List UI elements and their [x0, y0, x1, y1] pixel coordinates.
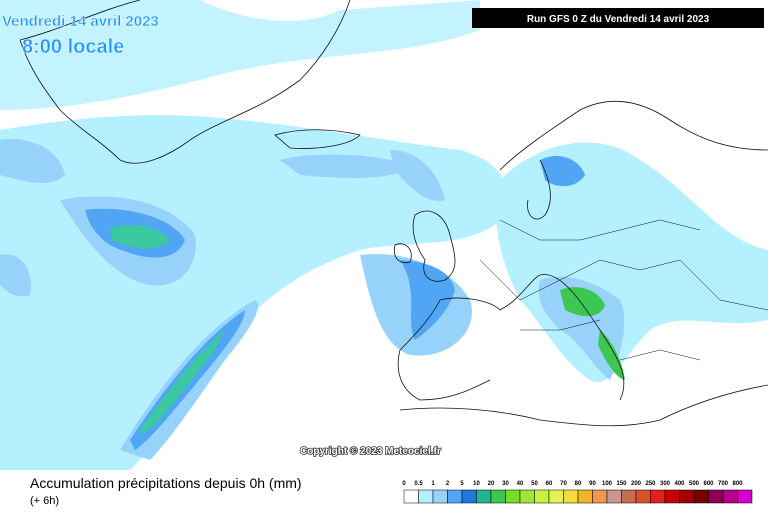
legend-swatch — [621, 489, 637, 504]
legend-swatch — [722, 489, 738, 504]
legend-label: 250 — [645, 481, 656, 487]
legend-label: 400 — [674, 481, 685, 487]
legend-label: 60 — [546, 481, 553, 487]
legend-swatch — [548, 489, 564, 504]
legend-label: 0 — [402, 481, 406, 487]
legend-swatch — [476, 489, 492, 504]
legend-label: 40 — [517, 481, 524, 487]
precipitation — [0, 0, 768, 470]
legend-swatch — [490, 489, 506, 504]
legend-label: 1 — [431, 481, 435, 487]
legend-label: 700 — [718, 481, 729, 487]
legend-label: 300 — [660, 481, 671, 487]
legend-swatch — [418, 489, 434, 504]
legend: 0 0.5 1 2 5 10 20 30 40 50 60 70 80 90 100 150 200 250 300… — [402, 481, 753, 504]
legend-swatch — [461, 489, 477, 504]
legend-swatch — [664, 489, 680, 504]
date-label: Vendredi 14 avril 2023 — [2, 13, 159, 30]
legend-label: 100 — [602, 481, 613, 487]
legend-label: 500 — [689, 481, 700, 487]
legend-swatch — [592, 489, 608, 504]
legend-label: 10 — [473, 481, 480, 487]
legend-label: 70 — [560, 481, 567, 487]
legend-swatch — [606, 489, 622, 504]
legend-label: 600 — [703, 481, 714, 487]
legend-swatch — [679, 489, 695, 504]
copyright: Copyright © 2023 Meteociel.fr — [300, 446, 441, 457]
legend-label: 50 — [531, 481, 538, 487]
legend-label: 30 — [502, 481, 509, 487]
legend-label: 5 — [460, 481, 464, 487]
footer-title: Accumulation précipitations depuis 0h (m… — [30, 475, 302, 491]
legend-label: 80 — [575, 481, 582, 487]
run-label: Run GFS 0 Z du Vendredi 14 avril 2023 — [527, 14, 710, 25]
legend-label: 150 — [616, 481, 627, 487]
legend-swatch — [403, 489, 419, 504]
legend-swatch — [447, 489, 463, 504]
legend-swatch — [693, 489, 709, 504]
legend-swatch — [635, 489, 651, 504]
legend-label: 800 — [732, 481, 743, 487]
legend-swatch — [505, 489, 521, 504]
footer-step: (+ 6h) — [30, 495, 59, 507]
legend-label: 200 — [631, 481, 642, 487]
legend-swatch — [708, 489, 724, 504]
legend-label: 20 — [488, 481, 495, 487]
coastlines — [19, 0, 768, 427]
legend-label: 0.5 — [414, 481, 423, 487]
legend-swatch — [563, 489, 579, 504]
legend-swatch — [737, 489, 753, 504]
legend-label: 90 — [589, 481, 596, 487]
legend-swatch — [577, 489, 593, 504]
time-label: 8:00 locale — [22, 36, 124, 58]
legend-label: 2 — [446, 481, 450, 487]
legend-swatch — [432, 489, 448, 504]
run-banner — [472, 8, 764, 28]
legend-swatch — [534, 489, 550, 504]
legend-swatch — [650, 489, 666, 504]
legend-swatch — [519, 489, 535, 504]
